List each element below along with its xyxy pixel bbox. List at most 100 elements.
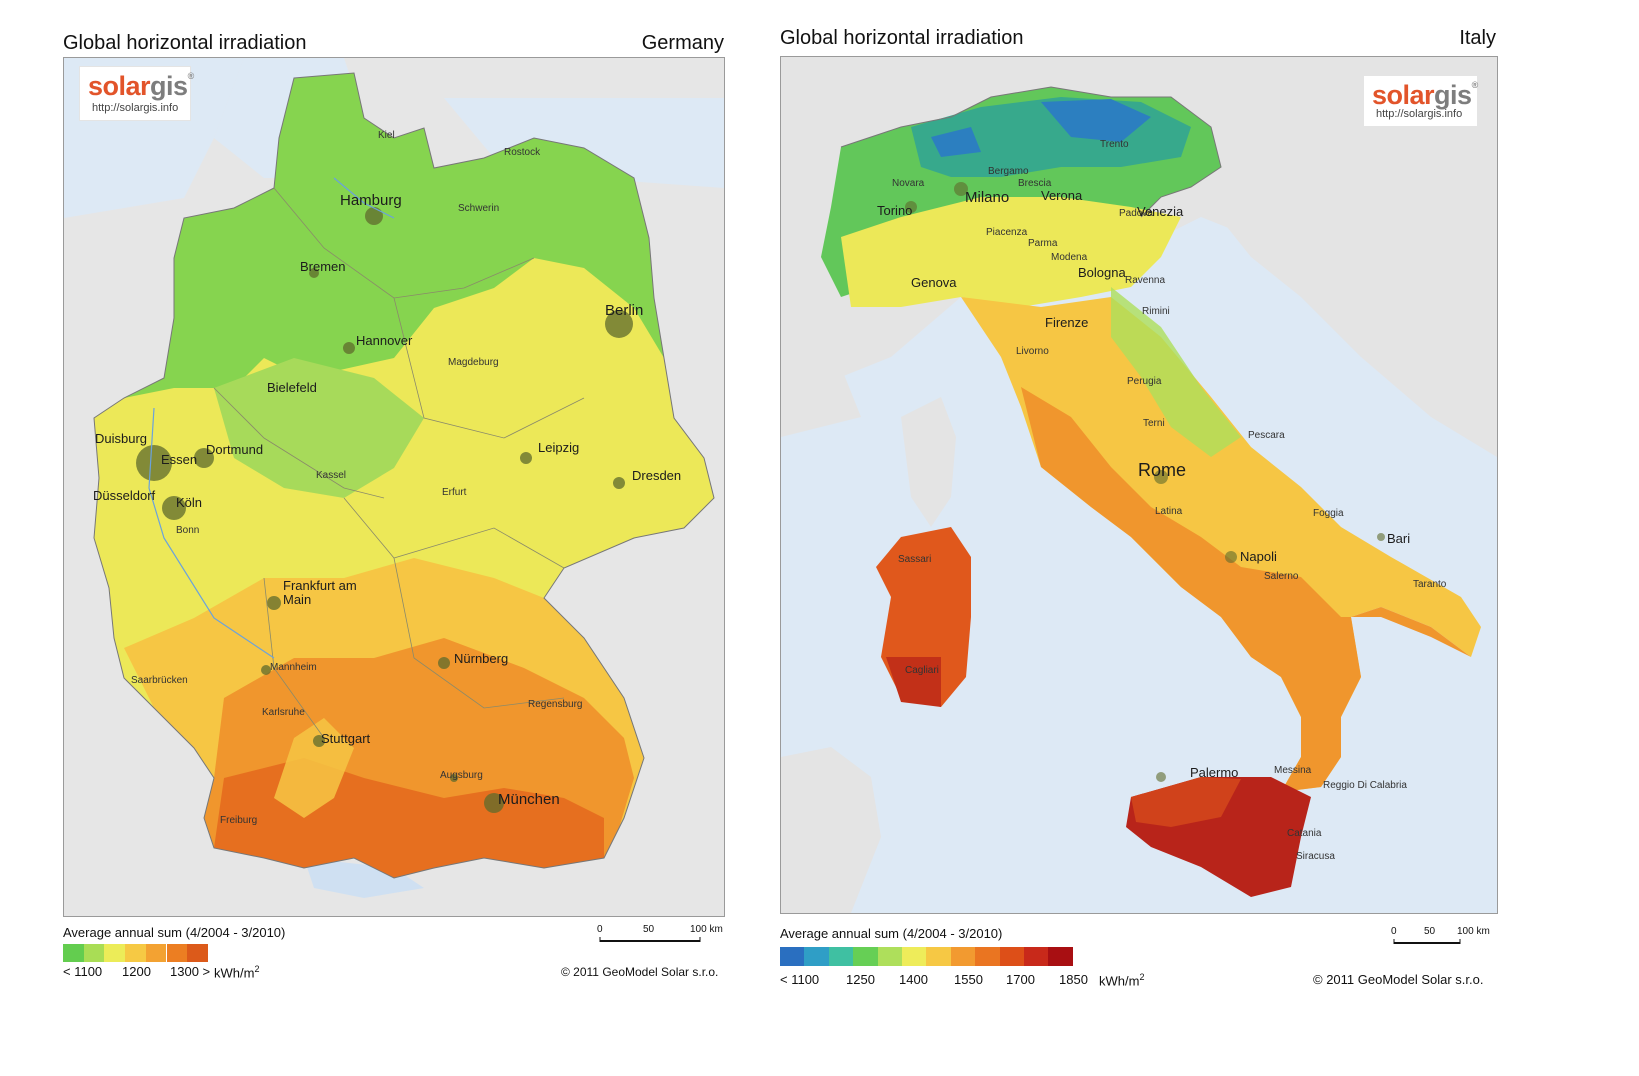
germany-map: solargis® http://solargis.info Kiel Rost… xyxy=(63,57,725,917)
solargis-logo-mark: solargis® xyxy=(88,71,194,101)
city-label: Brescia xyxy=(1018,178,1052,189)
city-label: Cagliari xyxy=(905,665,939,676)
city-label: Rimini xyxy=(1142,306,1170,317)
italy-map-graphic xyxy=(781,57,1497,913)
legend-color-swatch xyxy=(902,947,927,966)
city-label: Essen xyxy=(161,452,198,467)
city-label: Siracusa xyxy=(1296,851,1335,862)
scale-label: 0 xyxy=(1391,926,1397,937)
scale-label: 0 xyxy=(597,924,603,935)
city-label: Freiburg xyxy=(220,815,258,826)
legend-color-swatch xyxy=(187,944,208,962)
legend-tick: 1550 xyxy=(954,972,983,987)
city-label: Modena xyxy=(1051,252,1088,263)
legend-color-swatch xyxy=(145,944,167,962)
legend-tick: 1300 > xyxy=(170,964,211,979)
legend-color-swatch xyxy=(780,947,805,966)
legend-color-swatch xyxy=(975,947,1000,966)
italy-map: solargis® http://solargis.info Trento Be… xyxy=(780,56,1498,914)
legend-color-swatch xyxy=(1048,947,1073,966)
legend-color-swatch xyxy=(125,944,146,962)
germany-copyright: © 2011 GeoModel Solar s.r.o. xyxy=(561,965,719,979)
city-label: Leipzig xyxy=(538,440,580,455)
italy-country-label: Italy xyxy=(1459,27,1496,49)
city-label: Kiel xyxy=(378,130,395,141)
city-label: Ravenna xyxy=(1125,275,1166,286)
italy-panel: Global horizontal irradiation Italy xyxy=(780,0,1639,1076)
city-label: Perugia xyxy=(1127,376,1162,387)
legend-color-swatch xyxy=(926,947,951,966)
city-label: Erfurt xyxy=(442,487,467,498)
city-label: Berlin xyxy=(605,302,644,319)
city-label: Schwerin xyxy=(458,203,500,214)
legend-color-swatch xyxy=(166,944,188,962)
city-label: Kassel xyxy=(316,470,347,481)
city-label: Dresden xyxy=(632,468,682,483)
germany-solargis-logo[interactable]: solargis® http://solargis.info xyxy=(80,67,194,120)
city-label: Napoli xyxy=(1240,549,1277,564)
legend-tick: 1850 xyxy=(1059,972,1088,987)
city-label: Augsburg xyxy=(440,770,483,781)
italy-legend-caption: Average annual sum (4/2004 - 3/2010) xyxy=(780,926,1003,941)
scale-label: 50 xyxy=(643,924,655,935)
legend-tick: 1200 xyxy=(122,964,151,979)
germany-legend-caption: Average annual sum (4/2004 - 3/2010) xyxy=(63,925,286,940)
city-label: Catania xyxy=(1287,828,1322,839)
city-label: Trento xyxy=(1100,139,1129,150)
city-label: Karlsruhe xyxy=(262,707,305,718)
city-label: Taranto xyxy=(1413,579,1447,590)
germany-map-title: Global horizontal irradiation xyxy=(63,32,307,54)
legend-tick: 1400 xyxy=(899,972,928,987)
city-label: Padova xyxy=(1119,208,1153,219)
legend-color-swatch xyxy=(63,944,84,962)
city-label: Bari xyxy=(1387,531,1411,546)
city-label: Frankfurt am Main xyxy=(283,578,357,607)
city-label: Dortmund xyxy=(206,442,264,457)
city-label: Novara xyxy=(892,178,925,189)
legend-unit: kWh/m2 xyxy=(214,964,260,981)
city-label: Parma xyxy=(1028,238,1058,249)
italy-copyright: © 2011 GeoModel Solar s.r.o. xyxy=(1313,972,1484,987)
city-label: Duisburg xyxy=(95,431,148,446)
germany-country-label: Germany xyxy=(641,32,724,54)
city-label: Bergamo xyxy=(988,166,1029,177)
city-label: Sassari xyxy=(898,554,932,565)
city-label: Genova xyxy=(911,275,957,290)
legend-color-swatch xyxy=(828,947,854,966)
scale-label: 50 xyxy=(1424,926,1436,937)
solargis-logo-mark: solargis® xyxy=(1372,80,1478,110)
logo-url-link[interactable]: http://solargis.info xyxy=(92,102,179,114)
legend-tick: 1250 xyxy=(846,972,875,987)
scale-label: 100 km xyxy=(1457,926,1490,937)
italy-scale-bar xyxy=(1393,939,1461,944)
city-label: Hamburg xyxy=(340,192,402,209)
city-label: Palermo xyxy=(1190,765,1239,780)
legend-color-swatch xyxy=(999,947,1024,966)
city-label: Köln xyxy=(176,495,203,510)
legend-color-swatch xyxy=(877,947,902,966)
city-label: Saarbrücken xyxy=(131,675,188,686)
legend-unit: kWh/m2 xyxy=(1099,972,1145,989)
city-label: Latina xyxy=(1155,506,1183,517)
city-label: Piacenza xyxy=(986,227,1028,238)
legend-tick: 1700 xyxy=(1006,972,1035,987)
germany-panel: Global horizontal irradiation Germany xyxy=(0,0,780,1076)
city-label: Livorno xyxy=(1016,346,1049,357)
city-label: Foggia xyxy=(1313,508,1344,519)
italy-map-title: Global horizontal irradiation xyxy=(780,27,1024,49)
italy-solargis-logo[interactable]: solargis® http://solargis.info xyxy=(1364,76,1478,126)
city-label: Milano xyxy=(965,189,1010,206)
city-label: Pescara xyxy=(1248,430,1285,441)
city-label: Messina xyxy=(1274,765,1312,776)
city-label: Mannheim xyxy=(270,662,317,673)
germany-scale-bar xyxy=(599,937,701,942)
legend-color-swatch xyxy=(1024,947,1049,966)
city-label: Rome xyxy=(1138,460,1187,480)
city-label: Regensburg xyxy=(528,699,583,710)
legend-tick: < 1100 xyxy=(63,964,103,979)
logo-url-link[interactable]: http://solargis.info xyxy=(1376,108,1463,120)
city-label: Hannover xyxy=(356,333,413,348)
city-label: Magdeburg xyxy=(448,357,499,368)
city-label: Stuttgart xyxy=(321,731,371,746)
legend-color-swatch xyxy=(804,947,829,966)
